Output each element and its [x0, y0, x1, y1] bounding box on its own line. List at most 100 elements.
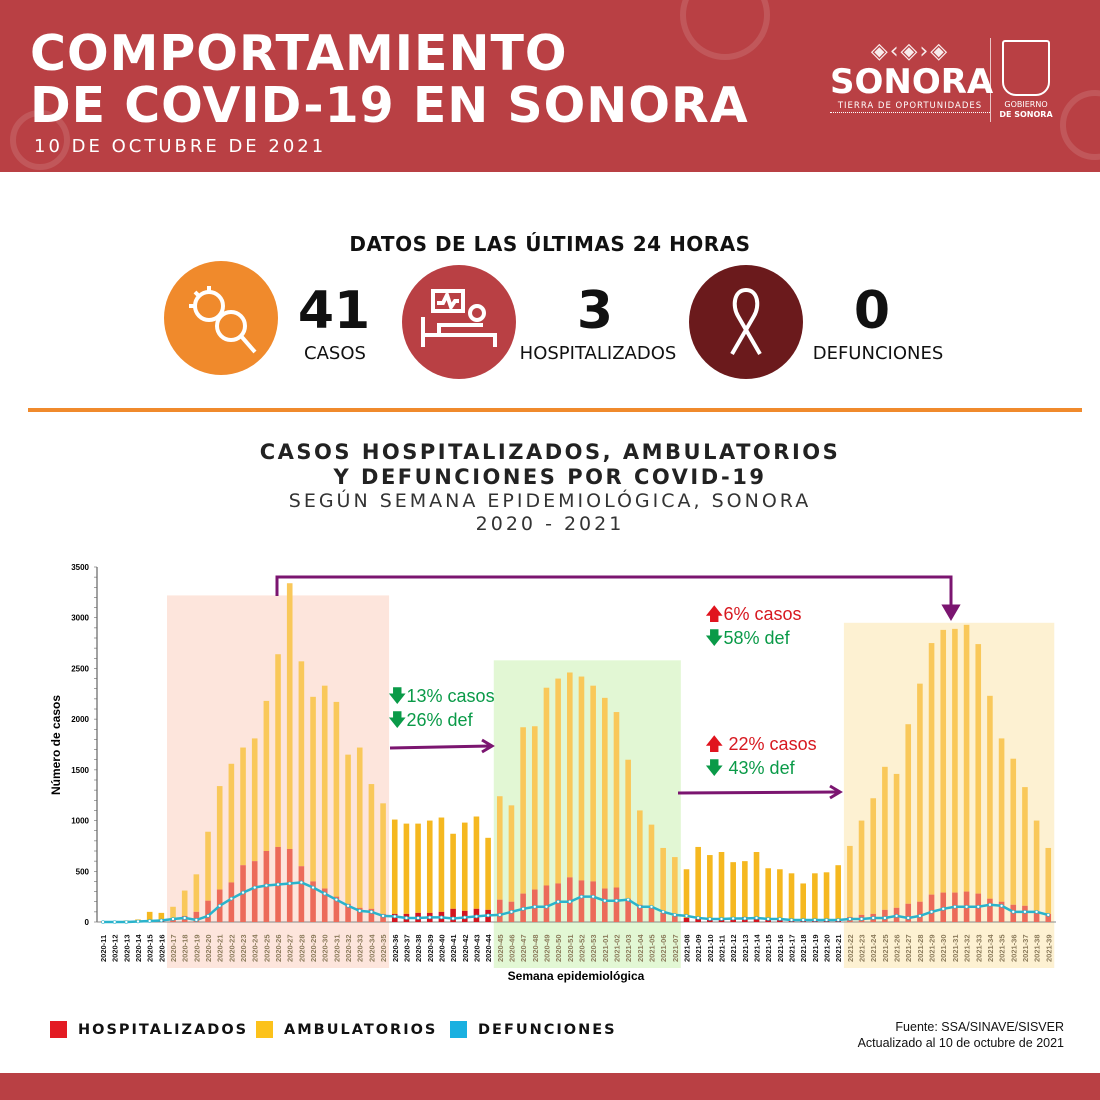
- deaths-point: [369, 910, 374, 914]
- bar-hospitalized: [648, 906, 655, 922]
- bar-ambulatory: [788, 873, 795, 920]
- x-tick-label: 2020-51: [566, 934, 575, 962]
- x-tick-label: 2020-44: [484, 934, 493, 962]
- bar-ambulatory: [963, 624, 970, 892]
- footer-banner: [0, 1073, 1100, 1100]
- bar-hospitalized: [450, 908, 456, 922]
- y-tick-label: 500: [76, 867, 90, 876]
- chart-subtitle-line1: SEGÚN SEMANA EPIDEMIOLÓGICA, SONORA: [288, 490, 812, 512]
- bar-ambulatory: [998, 738, 1005, 902]
- bar-ambulatory: [181, 890, 188, 916]
- up-arrow-icon: 🡅: [705, 604, 724, 624]
- y-tick-label: 3000: [71, 614, 89, 623]
- bar-ambulatory: [543, 687, 550, 886]
- bar-ambulatory: [391, 819, 398, 914]
- bar-ambulatory: [765, 868, 771, 920]
- bar-ambulatory: [905, 724, 912, 904]
- annotation-peak: 🡅6% casos 🡇58% def: [705, 602, 802, 650]
- deaths-point: [789, 918, 794, 922]
- bar-ambulatory: [345, 754, 351, 904]
- x-tick-label: 2020-27: [286, 934, 295, 962]
- bar-ambulatory: [473, 816, 480, 909]
- x-tick-label: 2020-22: [227, 934, 236, 962]
- bar-ambulatory: [800, 883, 806, 921]
- x-tick-label: 2020-17: [169, 934, 178, 962]
- deaths-point: [719, 917, 724, 921]
- bar-hospitalized: [1045, 913, 1052, 922]
- deaths-label: DEFUNCIONES: [812, 343, 944, 364]
- bar-ambulatory: [648, 824, 655, 907]
- deaths-point: [299, 880, 304, 885]
- sonora-logo: ◈‹◈›◈ SONORA TIERRA DE OPORTUNIDADES: [830, 39, 994, 113]
- x-tick-label: 2021-06: [659, 934, 668, 962]
- x-tick-label: 2020-29: [309, 934, 318, 962]
- deaths-point: [778, 917, 782, 921]
- bar-hospitalized: [613, 887, 620, 922]
- bar-ambulatory: [987, 695, 993, 899]
- x-tick-label: 2021-21: [834, 934, 843, 962]
- deaths-point: [112, 920, 117, 924]
- annotation-text: 58% def: [723, 628, 790, 648]
- deaths-point: [206, 914, 210, 918]
- stats-title: DATOS DE LAS ÚLTIMAS 24 HORAS: [349, 232, 751, 256]
- deaths-point: [474, 914, 479, 919]
- x-tick-label: 2021-23: [858, 934, 867, 962]
- x-tick-label: 2021-29: [928, 934, 937, 962]
- y-tick-label: 3500: [71, 563, 89, 572]
- deaths-point: [836, 918, 841, 922]
- deaths-point: [334, 897, 339, 902]
- x-tick-label: 2021-30: [939, 934, 948, 962]
- bar-ambulatory: [637, 810, 643, 905]
- bar-ambulatory: [882, 766, 888, 910]
- annotation-text: 43% def: [728, 758, 795, 778]
- bar-ambulatory: [893, 773, 900, 908]
- bar-ambulatory: [567, 672, 573, 878]
- bar-ambulatory: [461, 822, 468, 911]
- bar-ambulatory: [450, 833, 456, 909]
- legend-swatch: [450, 1021, 467, 1038]
- x-tick-label: 2021-20: [823, 934, 832, 962]
- x-tick-label: 2020-13: [122, 934, 131, 962]
- bar-hospitalized: [753, 918, 760, 922]
- bar-ambulatory: [858, 820, 865, 915]
- bar-ambulatory: [555, 678, 561, 884]
- bar-hospitalized: [998, 901, 1005, 922]
- deaths-point: [661, 910, 665, 914]
- x-tick-label: 2020-45: [496, 934, 505, 962]
- bar-ambulatory: [228, 763, 235, 883]
- deaths-point: [159, 918, 164, 923]
- deaths-point: [848, 917, 852, 921]
- bar-hospitalized: [625, 898, 631, 922]
- page-title-line1: COMPORTAMIENTO: [30, 25, 568, 82]
- x-tick-label: 2020-34: [367, 934, 376, 962]
- bar-ambulatory: [835, 865, 842, 919]
- x-tick-label: 2021-18: [799, 934, 808, 962]
- deaths-point: [626, 897, 630, 902]
- bar-ambulatory: [216, 786, 223, 890]
- deaths-point: [1046, 913, 1051, 917]
- x-tick-label: 2021-35: [998, 934, 1007, 962]
- bar-ambulatory: [718, 852, 725, 919]
- x-tick-label: 2020-48: [531, 934, 540, 962]
- annotation-wave3: 🡅 22% casos 🡇 43% def: [705, 732, 817, 780]
- deaths-point: [649, 904, 654, 909]
- bar-ambulatory: [310, 696, 316, 882]
- bar-hospitalized: [380, 913, 386, 922]
- bar-hospitalized: [333, 896, 340, 922]
- bar-ambulatory: [812, 873, 818, 919]
- bar-ambulatory: [251, 738, 258, 862]
- bar-ambulatory: [1045, 847, 1052, 914]
- logo-name: SONORA: [830, 62, 994, 102]
- x-tick-label: 2020-33: [356, 934, 365, 962]
- bar-ambulatory: [847, 845, 853, 917]
- deaths-point: [696, 916, 700, 920]
- logo-pattern-icon: ◈‹◈›◈: [870, 39, 950, 64]
- deaths-point: [439, 915, 444, 920]
- bar-hospitalized: [777, 919, 783, 922]
- x-tick-label: 2021-14: [753, 934, 762, 962]
- bar-hospitalized: [637, 904, 643, 922]
- deaths-point: [871, 916, 876, 920]
- deaths-point: [638, 904, 642, 909]
- logo-tagline: TIERRA DE OPORTUNIDADES: [830, 100, 990, 113]
- legend-deaths: DEFUNCIONES: [450, 1021, 617, 1038]
